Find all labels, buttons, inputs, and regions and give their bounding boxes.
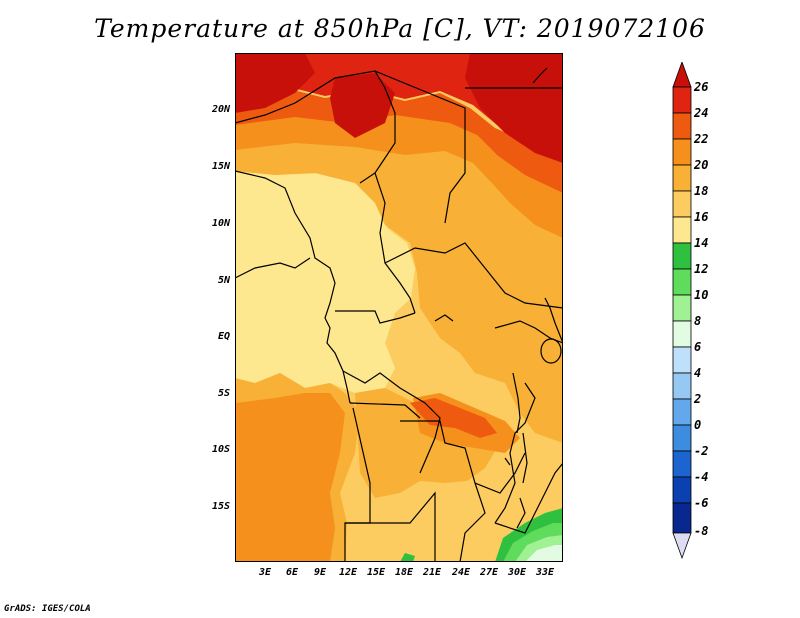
colorbar-swatch xyxy=(672,476,692,504)
colorbar-label: -2 xyxy=(694,444,709,458)
lat-label: 10N xyxy=(211,218,230,229)
temp-band-20-22 xyxy=(235,113,563,238)
colorbar-label: 2 xyxy=(694,392,702,406)
colorbar xyxy=(672,62,692,560)
colorbar-label: 10 xyxy=(694,288,709,302)
colorbar-swatch xyxy=(672,398,692,426)
lon-label: 12E xyxy=(338,567,358,578)
colorbar-swatch xyxy=(672,346,692,374)
colorbar-label: 26 xyxy=(694,80,709,94)
colorbar-swatch xyxy=(672,112,692,140)
colorbar-swatch xyxy=(672,372,692,400)
colorbar-label: 18 xyxy=(694,184,709,198)
lat-label: 20N xyxy=(211,104,230,115)
temp-band-14-16 xyxy=(235,171,415,393)
colorbar-cap-bottom xyxy=(672,532,692,560)
colorbar-swatch xyxy=(672,164,692,192)
lat-label: 15S xyxy=(211,501,230,512)
colorbar-label: -8 xyxy=(694,524,709,538)
colorbar-label: 14 xyxy=(694,236,709,250)
colorbar-swatch xyxy=(672,294,692,322)
temp-band-above-26 xyxy=(330,73,395,138)
lon-label: 9E xyxy=(313,567,327,578)
colorbar-label: -4 xyxy=(694,470,709,484)
colorbar-swatch xyxy=(672,242,692,270)
lon-label: 18E xyxy=(394,567,414,578)
temp-band-22-24 xyxy=(410,398,497,438)
temp-band-12-14 xyxy=(400,553,415,562)
lon-label: 15E xyxy=(366,567,386,578)
lat-label: EQ xyxy=(217,331,230,342)
lat-label: 5N xyxy=(217,275,230,286)
colorbar-label: 20 xyxy=(694,158,709,172)
lon-label: 27E xyxy=(479,567,499,578)
colorbar-swatch xyxy=(672,138,692,166)
lake-outlines xyxy=(434,314,562,529)
country-borders xyxy=(235,67,563,562)
colorbar-label: 4 xyxy=(694,366,702,380)
colorbar-label: 12 xyxy=(694,262,709,276)
colorbar-label: 24 xyxy=(694,106,709,120)
lon-label: 6E xyxy=(285,567,299,578)
colorbar-label: 0 xyxy=(694,418,702,432)
temp-band-18-20 xyxy=(235,141,563,443)
temp-band-above-26 xyxy=(235,53,315,113)
colorbar-label: 6 xyxy=(694,340,702,354)
colorbar-label: 8 xyxy=(694,314,702,328)
colorbar-swatch xyxy=(672,320,692,348)
colorbar-swatch xyxy=(672,190,692,218)
lon-label: 24E xyxy=(451,567,471,578)
lat-label: 10S xyxy=(211,444,230,455)
map-title: Temperature at 850hPa [C], VT: 201907210… xyxy=(94,14,706,43)
lon-label: 30E xyxy=(507,567,527,578)
lon-label: 3E xyxy=(258,567,272,578)
temp-band-22-24 xyxy=(235,88,563,193)
temp-band-above-26 xyxy=(465,53,563,163)
temp-band-6-8 xyxy=(525,545,563,562)
colorbar-swatch xyxy=(672,268,692,296)
temp-band-20-22 xyxy=(235,393,345,562)
colorbar-swatch xyxy=(672,86,692,114)
colorbar-swatch xyxy=(672,216,692,244)
colorbar-label: 16 xyxy=(694,210,709,224)
lon-label: 21E xyxy=(422,567,442,578)
colorbar-swatch xyxy=(672,450,692,478)
lat-label: 15N xyxy=(211,161,230,172)
colorbar-cap-top xyxy=(672,62,692,88)
credit-text: GrADS: IGES/COLA xyxy=(4,604,91,614)
colorbar-label: -6 xyxy=(694,496,709,510)
temperature-map xyxy=(235,53,563,562)
lat-label: 5S xyxy=(217,388,230,399)
colorbar-swatch xyxy=(672,502,692,534)
colorbar-label: 22 xyxy=(694,132,709,146)
colorbar-swatch xyxy=(672,424,692,452)
lon-label: 33E xyxy=(535,567,555,578)
